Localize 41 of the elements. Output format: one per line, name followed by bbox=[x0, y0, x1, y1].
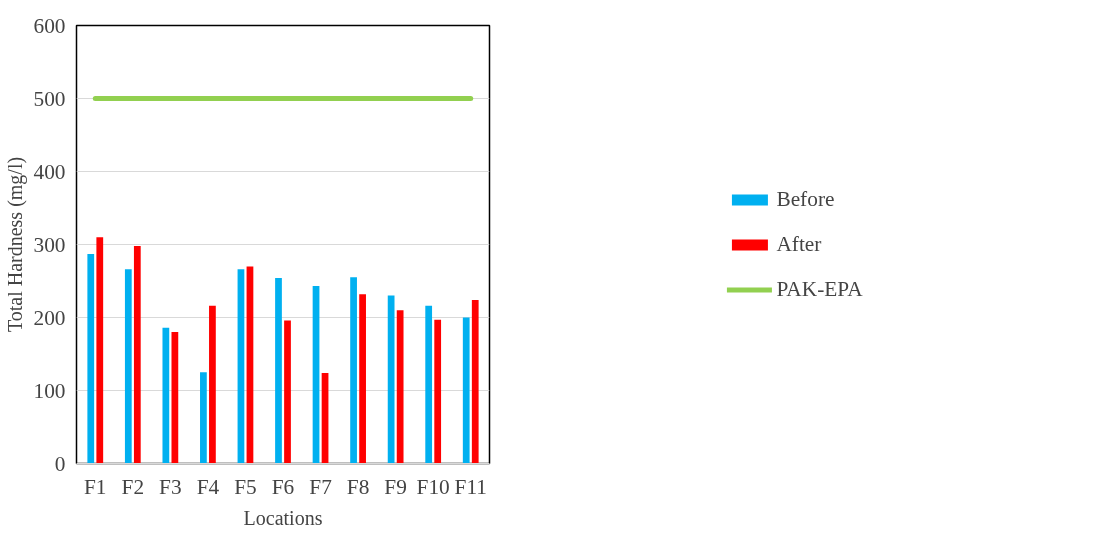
x-tick-label: F4 bbox=[196, 474, 220, 499]
bar bbox=[350, 277, 357, 464]
x-tick-label: F10 bbox=[416, 474, 450, 499]
legend-label: After bbox=[776, 231, 822, 257]
bar bbox=[462, 317, 470, 464]
bar bbox=[87, 253, 95, 464]
y-tick-label: 500 bbox=[33, 86, 66, 111]
bar bbox=[133, 245, 141, 464]
bar bbox=[96, 237, 104, 464]
y-tick-label: 400 bbox=[33, 159, 66, 184]
bar bbox=[200, 372, 207, 464]
x-tick-label: F2 bbox=[121, 474, 145, 499]
x-tick-label: F11 bbox=[454, 474, 487, 499]
bar bbox=[471, 299, 479, 464]
y-tick-label: 0 bbox=[54, 451, 66, 476]
bar bbox=[396, 310, 404, 464]
y-axis-title: Total Hardness (mg/l) bbox=[3, 156, 27, 333]
y-tick-label: 600 bbox=[33, 13, 66, 38]
x-tick-label: F9 bbox=[384, 474, 407, 499]
x-tick-label: F5 bbox=[234, 474, 257, 499]
legend-label: PAK-EPA bbox=[776, 276, 863, 302]
x-tick-label: F8 bbox=[346, 474, 370, 499]
x-tick-label: F3 bbox=[159, 474, 182, 499]
bar bbox=[434, 319, 442, 464]
x-axis-title: Locations bbox=[243, 506, 323, 529]
x-tick-label: F7 bbox=[309, 474, 333, 499]
bar bbox=[387, 295, 395, 464]
bar bbox=[162, 327, 170, 464]
bar bbox=[359, 294, 366, 464]
bar bbox=[275, 278, 282, 464]
bar bbox=[171, 332, 179, 464]
y-tick-label: 200 bbox=[33, 305, 66, 330]
bar bbox=[284, 320, 291, 464]
y-tick-label: 300 bbox=[33, 232, 66, 257]
x-tick-label: F6 bbox=[271, 474, 295, 499]
y-tick-label: 100 bbox=[33, 378, 66, 403]
bar bbox=[425, 305, 433, 464]
x-tick-label: F1 bbox=[84, 474, 107, 499]
bar bbox=[124, 269, 132, 464]
bar bbox=[209, 305, 216, 464]
legend-label: Before bbox=[776, 186, 835, 212]
